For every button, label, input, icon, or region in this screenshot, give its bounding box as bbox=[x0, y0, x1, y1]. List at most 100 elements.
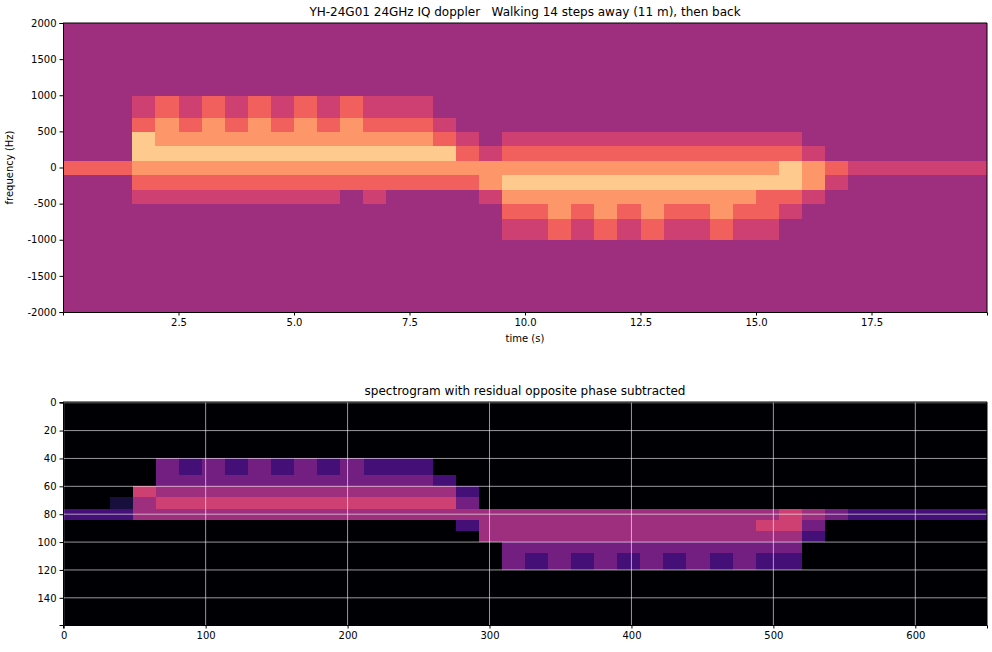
heatmap-cell bbox=[156, 497, 180, 509]
x-tick-mark bbox=[631, 625, 632, 629]
heatmap-cell bbox=[179, 131, 203, 146]
heatmap-cell bbox=[64, 531, 88, 543]
heatmap-cell bbox=[779, 486, 803, 498]
heatmap-cell bbox=[386, 175, 410, 190]
heatmap-cell bbox=[156, 486, 180, 498]
heatmap-cell bbox=[525, 520, 549, 532]
y-tick: 60 bbox=[44, 481, 63, 492]
heatmap-cell bbox=[525, 160, 549, 175]
heatmap-cell bbox=[571, 95, 595, 117]
heatmap-cell bbox=[848, 117, 872, 132]
y-tick-mark bbox=[60, 23, 64, 24]
heatmap-cell bbox=[571, 240, 595, 277]
heatmap-cell bbox=[63, 131, 87, 146]
heatmap-cell bbox=[848, 553, 872, 570]
heatmap-cell bbox=[502, 553, 526, 570]
heatmap-cell bbox=[479, 598, 503, 625]
heatmap-cell bbox=[917, 431, 941, 459]
heatmap-cell bbox=[825, 160, 849, 175]
heatmap-cell bbox=[294, 23, 318, 60]
heatmap-cell bbox=[963, 403, 987, 431]
heatmap-cell bbox=[825, 218, 849, 240]
heatmap-cell bbox=[825, 95, 849, 117]
x-tick: 10.0 bbox=[514, 312, 536, 328]
heatmap-cell bbox=[779, 475, 803, 487]
heatmap-cell bbox=[248, 520, 272, 532]
heatmap-cell bbox=[294, 520, 318, 532]
heatmap-cell bbox=[525, 240, 549, 277]
heatmap-cell bbox=[594, 570, 618, 598]
heatmap-cell bbox=[410, 59, 434, 96]
heatmap-cell bbox=[617, 431, 641, 459]
heatmap-cell bbox=[479, 276, 503, 312]
heatmap-cell bbox=[756, 23, 780, 60]
heatmap-cell bbox=[63, 23, 87, 60]
heatmap-cell bbox=[940, 531, 964, 543]
heatmap-cell bbox=[872, 218, 896, 240]
heatmap-cell bbox=[640, 542, 664, 554]
heatmap-cell bbox=[64, 520, 88, 532]
plot-area bbox=[63, 402, 987, 625]
heatmap-cell bbox=[641, 218, 665, 240]
heatmap-cell bbox=[525, 497, 549, 509]
y-tick-label: -500 bbox=[34, 198, 57, 209]
heatmap-cell bbox=[110, 531, 134, 543]
heatmap-cell bbox=[456, 475, 480, 487]
heatmap-cell bbox=[825, 570, 849, 598]
heatmap-cell bbox=[825, 497, 849, 509]
heatmap-cell bbox=[456, 598, 480, 625]
heatmap-cell bbox=[872, 160, 896, 175]
heatmap-cell bbox=[802, 131, 826, 146]
heatmap-cell bbox=[294, 497, 318, 509]
heatmap-cell bbox=[895, 240, 919, 277]
heatmap-cell bbox=[963, 531, 987, 543]
heatmap-cell bbox=[663, 531, 687, 543]
heatmap-cell bbox=[248, 475, 272, 487]
x-tick: 500 bbox=[764, 625, 783, 641]
heatmap-cell bbox=[733, 160, 757, 175]
heatmap-cell bbox=[686, 598, 710, 625]
heatmap-cell bbox=[548, 486, 572, 498]
heatmap-cell bbox=[941, 240, 965, 277]
heatmap-cell bbox=[525, 431, 549, 459]
heatmap-cell bbox=[848, 276, 872, 312]
heatmap-cell bbox=[802, 497, 826, 509]
heatmap-cell bbox=[386, 59, 410, 96]
heatmap-cell bbox=[617, 204, 641, 219]
heatmap-cell bbox=[802, 598, 826, 625]
heatmap-cell bbox=[410, 475, 434, 487]
heatmap-cell bbox=[502, 531, 526, 543]
heatmap-cell bbox=[363, 240, 387, 277]
heatmap-cell bbox=[248, 403, 272, 431]
heatmap-cell bbox=[387, 542, 411, 554]
heatmap-cell bbox=[294, 553, 318, 570]
heatmap-cell bbox=[663, 542, 687, 554]
heatmap-cell bbox=[802, 160, 826, 175]
heatmap-cell bbox=[917, 520, 941, 532]
heatmap-cell bbox=[918, 131, 942, 146]
heatmap-cell bbox=[63, 95, 87, 117]
heatmap-cell bbox=[571, 189, 595, 204]
heatmap-cell bbox=[456, 431, 480, 459]
heatmap-cell bbox=[317, 131, 341, 146]
heatmap-cell bbox=[248, 23, 272, 60]
heatmap-cell bbox=[594, 520, 618, 532]
heatmap-cell bbox=[456, 553, 480, 570]
heatmap-cell bbox=[548, 117, 572, 132]
heatmap-cell bbox=[571, 553, 595, 570]
heatmap-cell bbox=[548, 520, 572, 532]
heatmap-cell bbox=[664, 276, 688, 312]
heatmap-cell bbox=[710, 458, 734, 475]
heatmap-cell bbox=[918, 189, 942, 204]
heatmap-cell bbox=[133, 542, 157, 554]
heatmap-cell bbox=[664, 146, 688, 161]
heatmap-cell bbox=[248, 497, 272, 509]
heatmap-cell bbox=[271, 598, 295, 625]
heatmap-cell bbox=[364, 431, 388, 459]
heatmap-cell bbox=[456, 95, 480, 117]
heatmap-cell bbox=[964, 240, 987, 277]
heatmap-cell bbox=[502, 486, 526, 498]
heatmap-cell bbox=[156, 553, 180, 570]
heatmap-cell bbox=[940, 570, 964, 598]
heatmap-cell bbox=[963, 542, 987, 554]
